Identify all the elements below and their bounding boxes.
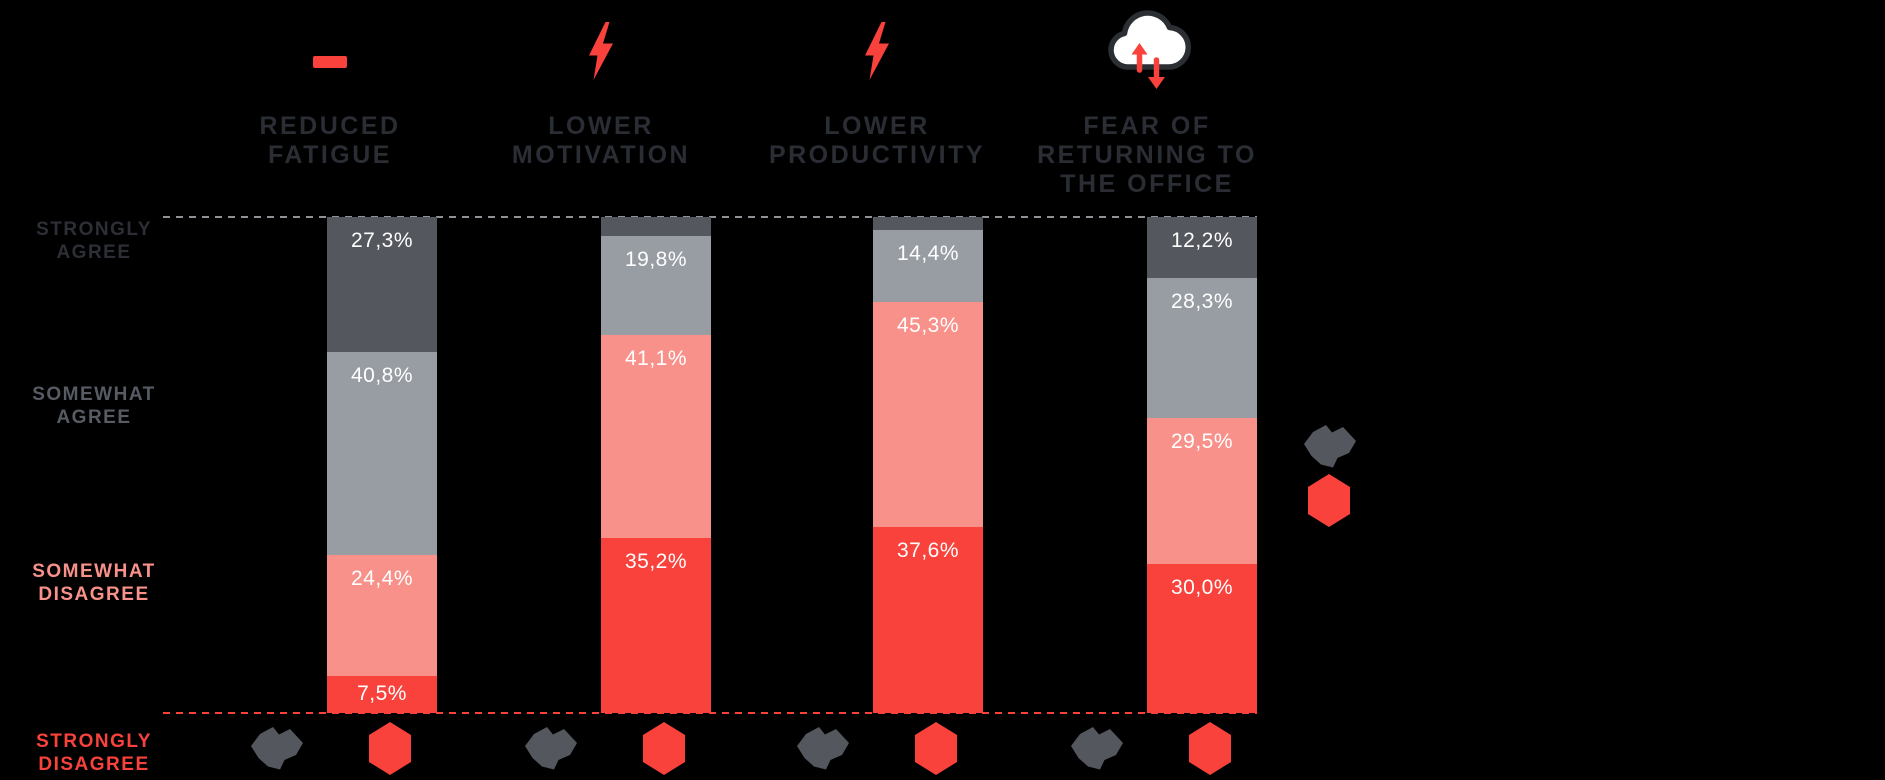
blob-icon [1304, 425, 1356, 468]
row-label-strongly-agree: STRONGLY AGREE [36, 219, 152, 263]
row-label-strongly-disagree: STRONGLY DISAGREE [36, 731, 152, 775]
column-title: REDUCED FATIGUE [259, 112, 401, 169]
bar-segment: 7,5% [327, 675, 437, 713]
blob-icon [1071, 727, 1123, 770]
segment-value-label: 41,1% [624, 346, 688, 370]
column-title: LOWER MOTIVATION [511, 112, 691, 169]
blob-icon [251, 727, 303, 770]
bar-segment: 28,3% [1147, 277, 1257, 418]
segment-value-label: 29,5% [1170, 429, 1234, 453]
bar-segment [601, 217, 711, 237]
segment-value-label: 37,6% [896, 538, 960, 562]
blob-icon [797, 727, 849, 770]
segment-value-label: 35,2% [624, 550, 688, 574]
hexagon-icon [369, 722, 411, 775]
bar-segment: 37,6% [873, 526, 983, 713]
bar-segment: 14,4% [873, 230, 983, 302]
bar-segment: 40,8% [327, 352, 437, 555]
bar-segment: 45,3% [873, 301, 983, 527]
bar-segment [873, 217, 983, 231]
column-title: FEAR OF RETURNING TO THE OFFICE [1037, 112, 1257, 198]
bar: 14,4% 45,3% 37,6% [873, 217, 983, 713]
hexagon-icon [1189, 722, 1231, 775]
bar: 19,8% 41,1% 35,2% [601, 217, 711, 713]
segment-value-label: 7,5% [357, 682, 407, 706]
row-label-somewhat-agree: SOMEWHAT AGREE [32, 384, 156, 428]
segment-value-label: 45,3% [896, 313, 960, 337]
bar-segment: 29,5% [1147, 417, 1257, 565]
bar-segment: 35,2% [601, 538, 711, 713]
bar-segment: 24,4% [327, 554, 437, 676]
blob-icon [525, 727, 577, 770]
lightning-icon [865, 22, 889, 80]
segment-value-label: 40,8% [350, 364, 414, 388]
bar-segment: 27,3% [327, 217, 437, 353]
bar-segment: 19,8% [601, 236, 711, 335]
hexagon-icon [915, 722, 957, 775]
segment-value-label: 30,0% [1170, 576, 1234, 600]
segment-value-label: 24,4% [350, 566, 414, 590]
bar: 12,2% 28,3% 29,5% 30,0% [1147, 217, 1257, 713]
lightning-icon [589, 22, 613, 80]
bar-segment: 12,2% [1147, 217, 1257, 278]
segment-value-label: 19,8% [624, 248, 688, 272]
column-title: LOWER PRODUCTIVITY [768, 112, 986, 169]
bar-segment: 30,0% [1147, 564, 1257, 713]
segment-value-label: 27,3% [350, 229, 414, 252]
segment-value-label: 12,2% [1170, 229, 1234, 252]
bar: 27,3% 40,8% 24,4% 7,5% [327, 217, 437, 713]
cloud-arrows-icon [1108, 9, 1192, 89]
row-label-somewhat-disagree: SOMEWHAT DISAGREE [32, 561, 156, 605]
bar-segment: 41,1% [601, 334, 711, 539]
segment-value-label: 14,4% [896, 242, 960, 266]
segment-value-label: 28,3% [1170, 289, 1234, 313]
minus-icon [313, 56, 347, 68]
hexagon-icon [643, 722, 685, 775]
hexagon-icon [1308, 474, 1350, 527]
dashed-line-bottom [163, 712, 1257, 714]
